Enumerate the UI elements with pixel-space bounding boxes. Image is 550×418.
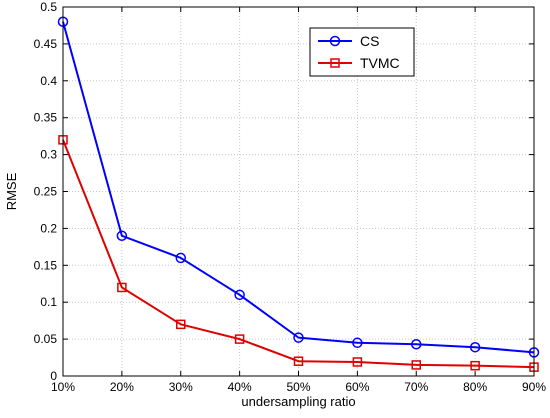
data-point-tvmc <box>293 356 304 366</box>
series-line-cs <box>62 21 535 354</box>
legend-label-cs: CS <box>360 33 379 49</box>
y-tick-label: 0.25 <box>34 185 58 199</box>
series-line-tvmc <box>62 139 535 369</box>
axis-ticks <box>62 6 535 377</box>
legend-entry-cs: CS <box>318 33 379 49</box>
legend-marker-cs <box>329 35 341 47</box>
legend-label-tvmc: TVMC <box>360 55 400 71</box>
plot-frame <box>62 6 535 377</box>
data-point-cs <box>352 337 363 349</box>
y-tick-label: 0.15 <box>34 258 58 272</box>
y-tick-label: 0.1 <box>40 295 57 309</box>
legend: CS TVMC <box>309 27 415 77</box>
x-tick-label: 30% <box>169 380 193 394</box>
y-tick-label: 0.35 <box>34 111 58 125</box>
y-tick-label: 0.5 <box>40 0 57 14</box>
y-tick-label: 0.2 <box>40 221 57 235</box>
y-tick-label: 0.3 <box>40 148 57 162</box>
data-point-tvmc <box>411 360 421 370</box>
data-point-cs <box>234 289 245 301</box>
data-point-cs <box>469 341 481 353</box>
legend-box <box>309 27 415 77</box>
y-tick-label: 0.4 <box>40 74 57 88</box>
x-tick-label: 60% <box>345 380 369 394</box>
y-tick-label: 0 <box>50 369 57 383</box>
data-point-tvmc <box>117 282 127 293</box>
series-tvmc <box>58 135 539 372</box>
y-tick-label: 0.45 <box>34 37 58 51</box>
data-point-tvmc <box>176 319 186 330</box>
x-tick-label: 20% <box>110 380 134 394</box>
y-axis-label: RMSE <box>4 172 19 210</box>
tick-labels: 10% 20% 30% 40% 50% 60% 70% 80% 90% 0 0.05 0.1 0.15 0… <box>34 0 547 394</box>
data-point-cs <box>116 230 128 242</box>
x-tick-label: 40% <box>228 380 252 394</box>
series-lines <box>57 16 540 372</box>
data-point-tvmc <box>352 357 363 367</box>
data-point-cs <box>293 332 304 343</box>
y-tick-label: 0.05 <box>34 332 58 346</box>
data-point-tvmc <box>470 360 480 371</box>
data-point-tvmc <box>234 334 245 344</box>
x-tick-label: 50% <box>286 380 310 394</box>
grid <box>63 7 534 376</box>
legend-marker-tvmc <box>330 58 340 68</box>
x-tick-label: 70% <box>404 380 428 394</box>
x-tick-label: 90% <box>522 380 546 394</box>
x-tick-label: 80% <box>463 380 487 394</box>
data-point-cs <box>175 252 186 264</box>
x-axis-label: undersampling ratio <box>241 394 355 409</box>
data-point-cs <box>411 339 422 350</box>
legend-entry-tvmc: TVMC <box>318 55 400 71</box>
x-tick-label: 10% <box>51 380 75 394</box>
